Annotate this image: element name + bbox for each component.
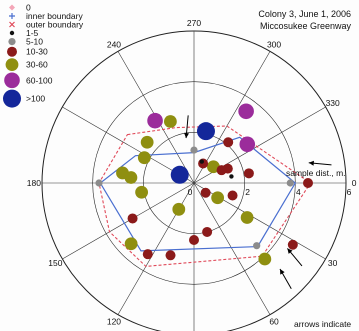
legend-label: 60-100	[26, 75, 53, 85]
angle-tick-label: 300	[267, 39, 281, 49]
angle-tick-label: 330	[326, 98, 340, 108]
data-point	[199, 159, 204, 164]
angle-tick-label: 60	[269, 317, 279, 327]
angle-tick-label: 30	[328, 258, 338, 268]
radial-tick-label: 6	[347, 187, 352, 197]
grid-spoke-150	[62, 182, 195, 260]
legend-dot-icon	[7, 46, 17, 57]
data-point	[165, 250, 176, 261]
data-point	[172, 202, 186, 216]
legend-diamond-icon	[9, 4, 15, 11]
footnote: arrows indicate	[294, 319, 351, 329]
data-point	[286, 179, 294, 187]
inner-boundary-line	[99, 136, 297, 252]
angle-tick-label: 0	[352, 178, 357, 188]
data-points	[95, 103, 313, 266]
angle-tick-label: 240	[107, 39, 121, 49]
radial-tick-label: 2	[245, 187, 250, 197]
data-point	[124, 237, 138, 251]
data-point	[229, 174, 234, 179]
legend-label: 0	[26, 3, 31, 13]
legend-label: 1-5	[26, 28, 39, 38]
data-point	[190, 146, 198, 154]
angle-tick-label: 180	[27, 178, 41, 188]
legend-dot-icon	[9, 30, 15, 36]
legend-plus-icon	[9, 13, 15, 19]
annotation-arrows	[184, 115, 332, 290]
data-point	[142, 249, 153, 260]
angle-tick-label: 150	[48, 258, 62, 268]
data-point	[287, 239, 298, 250]
data-point	[258, 252, 272, 266]
annotation-arrow-head	[279, 268, 285, 275]
data-point	[147, 112, 163, 129]
data-point	[211, 191, 225, 205]
data-point	[95, 179, 103, 187]
legend-x-icon	[9, 21, 15, 28]
legend-dot-icon	[8, 38, 16, 46]
legend-label: 5-10	[26, 37, 43, 47]
data-point	[253, 242, 261, 250]
data-point	[196, 122, 215, 141]
boundary-lines	[98, 125, 312, 267]
data-point	[227, 190, 238, 201]
data-point	[238, 103, 254, 120]
legend-dot-icon	[3, 89, 21, 108]
data-point	[240, 211, 254, 224]
data-point	[135, 185, 149, 199]
outer-boundary-line	[98, 125, 312, 267]
legend-dot-icon	[4, 72, 20, 89]
grid-spoke-60	[193, 182, 271, 315]
data-point	[303, 178, 313, 188]
legend-label: 30-60	[26, 60, 48, 70]
chart-title-line-1: Colony 3, June 1, 2006	[258, 9, 351, 19]
data-point	[170, 165, 189, 184]
data-point	[116, 166, 129, 180]
data-point	[163, 115, 177, 128]
data-point	[189, 235, 199, 245]
data-point	[140, 135, 154, 149]
angle-tick-label: 120	[107, 317, 121, 327]
polar-grid	[41, 30, 347, 331]
data-point	[137, 151, 151, 165]
legend-dot-icon	[5, 58, 19, 71]
data-point	[202, 226, 213, 237]
annotation-arrow-head	[308, 160, 314, 166]
angle-tick-label: 270	[187, 18, 201, 28]
data-point	[239, 136, 256, 153]
annotation-arrow-head	[184, 132, 190, 139]
legend-label: 10-30	[26, 47, 48, 57]
legend-label: outer boundary	[26, 20, 84, 30]
annotation-arrow-head	[287, 248, 293, 254]
radial-tick-label: 4	[296, 187, 301, 197]
tick-labels: 0 30 60 120 150 180 240 270 300 330 0 2 4 6	[27, 18, 357, 327]
data-point	[243, 168, 254, 179]
radial-tick-label: 0	[188, 187, 193, 197]
data-point	[223, 137, 234, 148]
radial-axis-label: sample dist., m.	[286, 168, 346, 178]
chart-title-line-2: Miccosukee Greenway	[260, 21, 352, 31]
data-point	[216, 165, 227, 176]
legend-label: >100	[26, 94, 45, 104]
data-point	[200, 187, 211, 198]
data-point	[127, 213, 138, 224]
legend-label: inner boundary	[26, 11, 83, 21]
